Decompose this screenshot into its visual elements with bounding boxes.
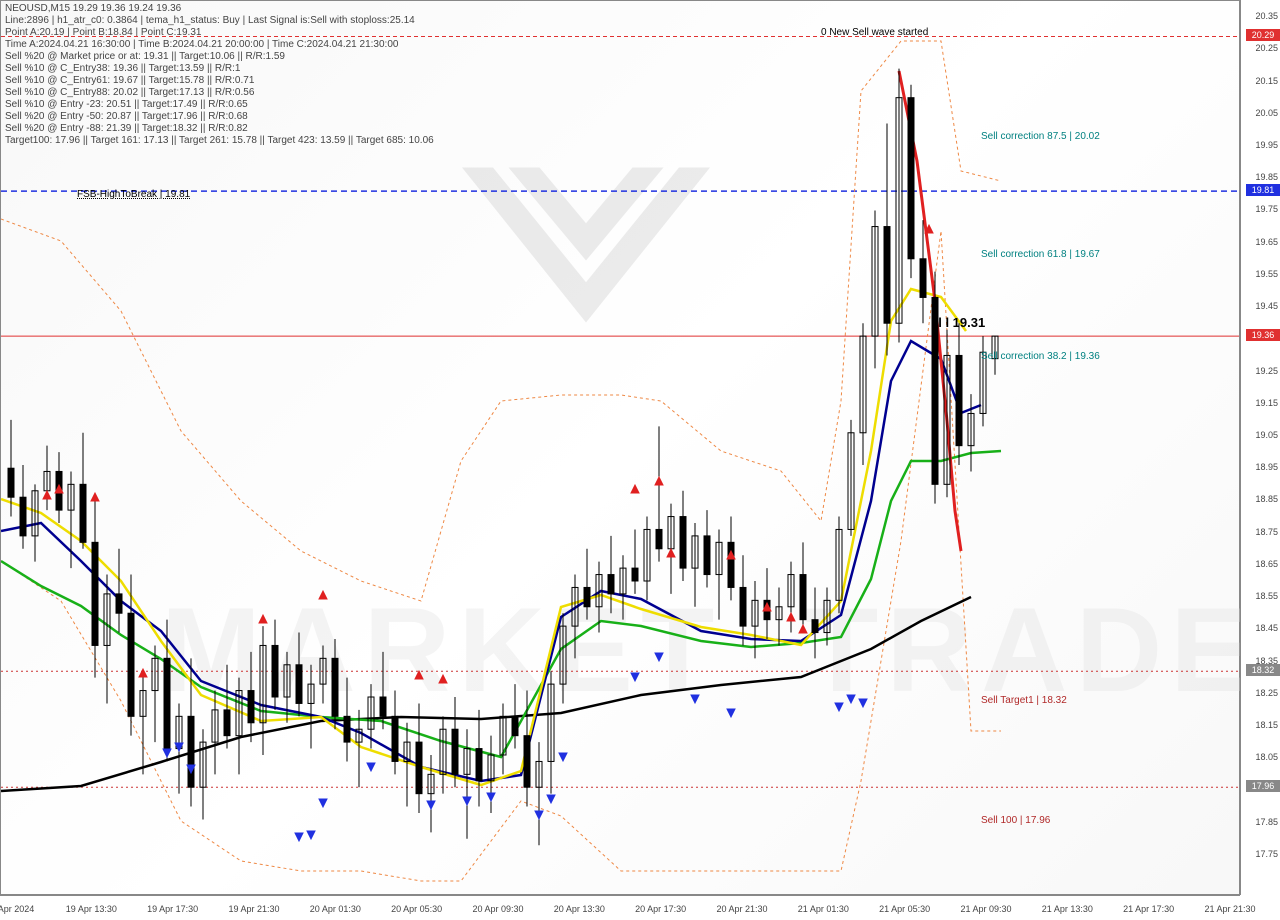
price-tick: 19.05 bbox=[1255, 430, 1278, 440]
price-tick: 18.85 bbox=[1255, 494, 1278, 504]
time-tick: 21 Apr 09:30 bbox=[960, 904, 1011, 914]
line8: Sell %10 @ C_Entry88: 20.02 || Target:17… bbox=[5, 87, 434, 99]
corr875-label: Sell correction 87.5 | 20.02 bbox=[981, 131, 1100, 142]
price-marker: 19.36 bbox=[1246, 329, 1280, 341]
price-tick: 19.55 bbox=[1255, 269, 1278, 279]
price-tick: 19.65 bbox=[1255, 237, 1278, 247]
target1-label: Sell Target1 | 18.32 bbox=[981, 695, 1067, 706]
price-marker: 20.29 bbox=[1246, 29, 1280, 41]
time-tick: 20 Apr 09:30 bbox=[472, 904, 523, 914]
time-tick: 20 Apr 13:30 bbox=[554, 904, 605, 914]
time-tick: 20 Apr 17:30 bbox=[635, 904, 686, 914]
time-tick: 21 Apr 01:30 bbox=[798, 904, 849, 914]
corr382-label: Sell correction 38.2 | 19.36 bbox=[981, 351, 1100, 362]
time-tick: 19 Apr 13:30 bbox=[66, 904, 117, 914]
price-tick: 18.05 bbox=[1255, 752, 1278, 762]
time-tick: 19 Apr 21:30 bbox=[228, 904, 279, 914]
time-tick: 20 Apr 21:30 bbox=[716, 904, 767, 914]
price-box-label: l l l 19.31 bbox=[931, 315, 985, 330]
time-tick: 20 Apr 05:30 bbox=[391, 904, 442, 914]
price-tick: 20.35 bbox=[1255, 11, 1278, 21]
new-sell-label: 0 New Sell wave started bbox=[821, 27, 928, 38]
chart-area[interactable]: MARKET TRADE NEOUSD,M15 19.29 19.36 19.2… bbox=[0, 0, 1240, 895]
time-tick: 19 Apr 17:30 bbox=[147, 904, 198, 914]
price-tick: 18.75 bbox=[1255, 527, 1278, 537]
line6: Sell %10 @ C_Entry38: 19.36 || Target:13… bbox=[5, 63, 434, 75]
line7: Sell %10 @ C_Entry61: 19.67 || Target:15… bbox=[5, 75, 434, 87]
price-marker: 18.32 bbox=[1246, 664, 1280, 676]
price-marker: 19.81 bbox=[1246, 184, 1280, 196]
price-tick: 19.25 bbox=[1255, 366, 1278, 376]
symbol-line: NEOUSD,M15 19.29 19.36 19.24 19.36 bbox=[5, 3, 434, 15]
line11: Sell %20 @ Entry -88: 21.39 || Target:18… bbox=[5, 123, 434, 135]
price-tick: 18.25 bbox=[1255, 688, 1278, 698]
time-tick: 21 Apr 05:30 bbox=[879, 904, 930, 914]
time-tick: 21 Apr 13:30 bbox=[1042, 904, 1093, 914]
price-marker: 17.96 bbox=[1246, 780, 1280, 792]
price-tick: 19.95 bbox=[1255, 140, 1278, 150]
price-tick: 19.45 bbox=[1255, 301, 1278, 311]
header-info: NEOUSD,M15 19.29 19.36 19.24 19.36 Line:… bbox=[5, 3, 434, 147]
time-tick: 20 Apr 01:30 bbox=[310, 904, 361, 914]
price-axis[interactable]: 17.7517.8517.9518.0518.1518.2518.3518.45… bbox=[1240, 0, 1280, 895]
price-tick: 18.65 bbox=[1255, 559, 1278, 569]
fsb-label: FSB-HighToBreak | 19.81 bbox=[77, 189, 190, 200]
watermark-text: MARKET TRADE bbox=[161, 581, 1258, 719]
price-tick: 17.75 bbox=[1255, 849, 1278, 859]
price-tick: 20.25 bbox=[1255, 43, 1278, 53]
price-tick: 20.15 bbox=[1255, 76, 1278, 86]
time-tick: 21 Apr 21:30 bbox=[1204, 904, 1255, 914]
price-tick: 18.95 bbox=[1255, 462, 1278, 472]
line10: Sell %20 @ Entry -50: 20.87 || Target:17… bbox=[5, 111, 434, 123]
line9: Sell %10 @ Entry -23: 20.51 || Target:17… bbox=[5, 99, 434, 111]
price-tick: 19.75 bbox=[1255, 204, 1278, 214]
corr618-label: Sell correction 61.8 | 19.67 bbox=[981, 249, 1100, 260]
time-axis[interactable]: 19 Apr 2024 19 Apr 13:30 19 Apr 17:30 19 Ap… bbox=[0, 895, 1240, 920]
price-tick: 18.15 bbox=[1255, 720, 1278, 730]
price-tick: 19.85 bbox=[1255, 172, 1278, 182]
line3: Point A:20.19 | Point B:18.84 | Point C:… bbox=[5, 27, 434, 39]
line4: Time A:2024.04.21 16:30:00 | Time B:2024… bbox=[5, 39, 434, 51]
line12: Target100: 17.96 || Target 161: 17.13 ||… bbox=[5, 135, 434, 147]
time-tick: 21 Apr 17:30 bbox=[1123, 904, 1174, 914]
line2: Line:2896 | h1_atr_c0: 0.3864 | tema_h1_… bbox=[5, 15, 434, 27]
price-tick: 19.15 bbox=[1255, 398, 1278, 408]
price-tick: 18.45 bbox=[1255, 623, 1278, 633]
price-tick: 17.85 bbox=[1255, 817, 1278, 827]
time-tick: 19 Apr 2024 bbox=[0, 904, 34, 914]
line5: Sell %20 @ Market price or at: 19.31 || … bbox=[5, 51, 434, 63]
watermark-logo bbox=[431, 121, 741, 431]
price-tick: 20.05 bbox=[1255, 108, 1278, 118]
sell100-label: Sell 100 | 17.96 bbox=[981, 815, 1050, 826]
price-tick: 18.55 bbox=[1255, 591, 1278, 601]
